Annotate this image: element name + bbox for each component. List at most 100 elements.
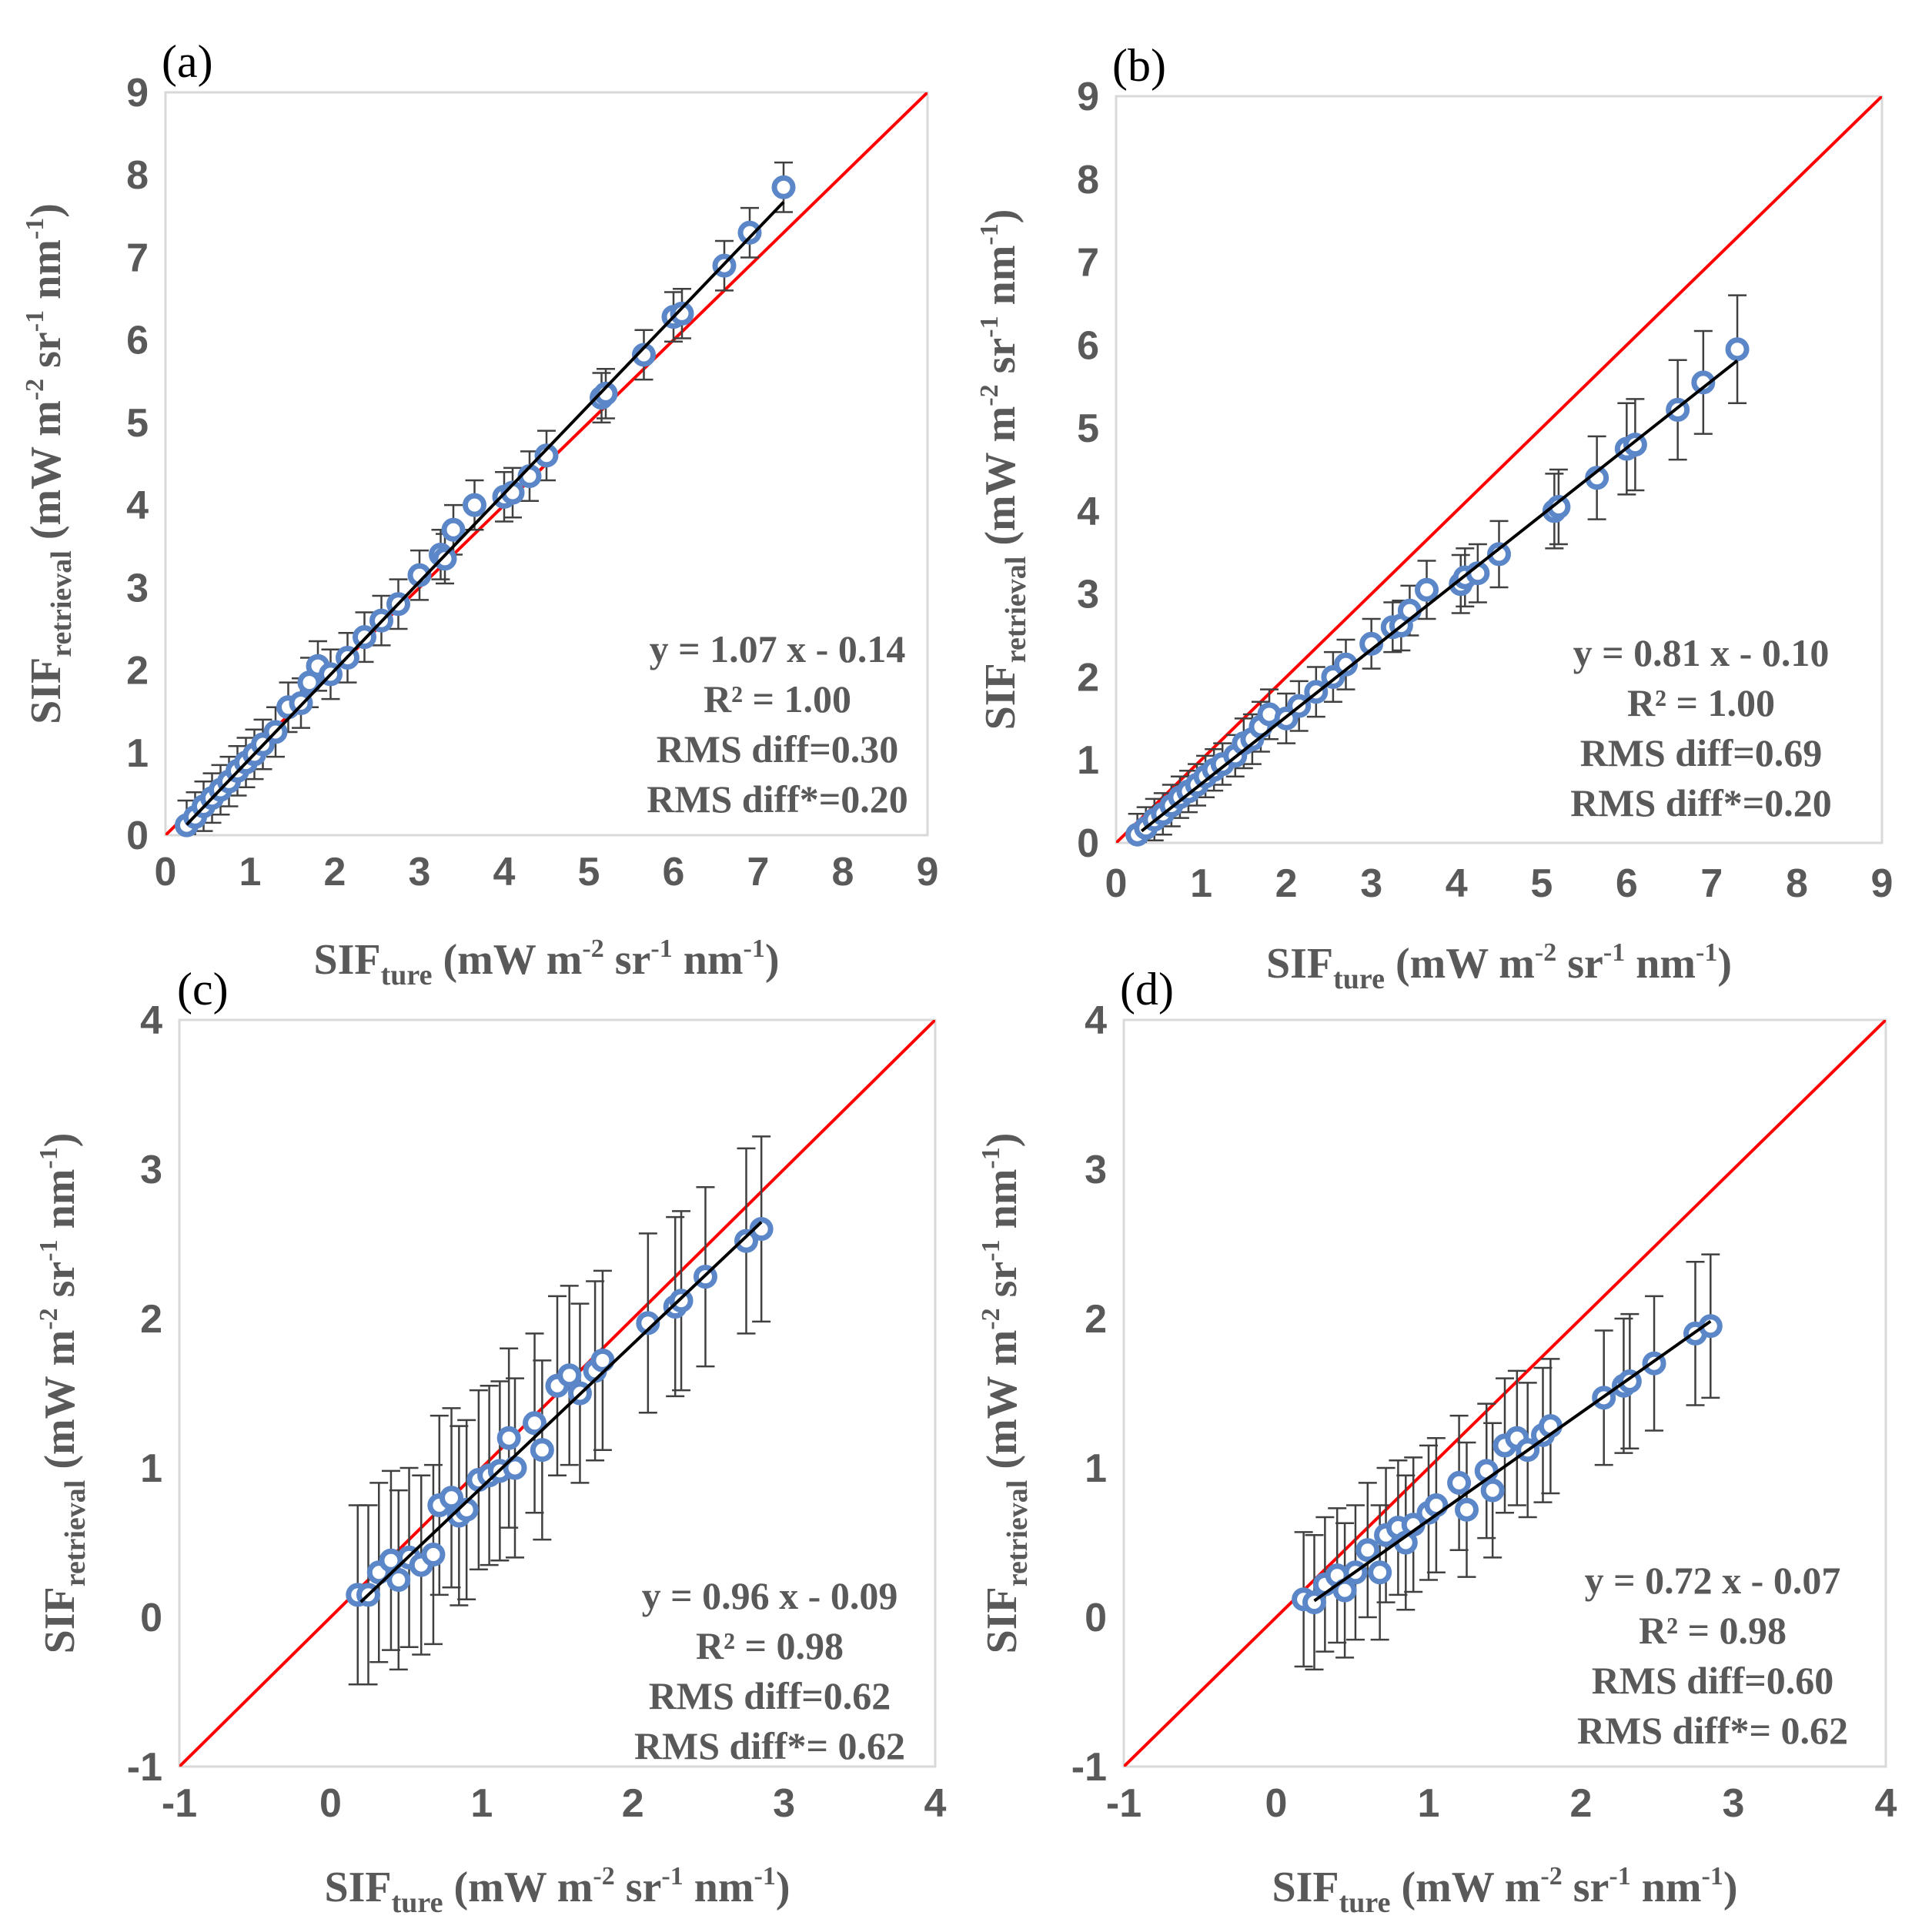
fit-line — [186, 201, 785, 826]
x-axis-title-sup3: -1 — [1702, 1862, 1723, 1891]
x-axis-title-sub: ture — [1333, 963, 1385, 995]
y-tick-label: 1 — [140, 1446, 162, 1491]
y-axis-title-units: (mW m — [22, 400, 70, 550]
x-axis-title: SIFture (mW m-2 sr-1 nm-1) — [313, 934, 779, 991]
data-point — [590, 1348, 615, 1372]
data-point — [593, 381, 618, 406]
y-axis-title-sup1: -2 — [35, 1308, 63, 1329]
regression-annotation: RMS diff=0.60 — [1592, 1659, 1834, 1702]
x-axis-title-mid2: nm — [1625, 940, 1696, 988]
x-tick-label: 4 — [924, 1781, 947, 1826]
y-tick-label: 0 — [126, 814, 149, 858]
y-tick-label: -1 — [1071, 1745, 1107, 1790]
y-tick-label: 7 — [1077, 241, 1099, 286]
x-axis-title-sup1: -2 — [582, 934, 603, 963]
x-axis-title-mid2: nm — [673, 936, 744, 984]
data-point — [737, 220, 762, 245]
panel-c: -1 0 1 2 3 4 -1 0 1 2 3 4 (c) y = 0.96 x - 0.09 R² = 0… — [35, 964, 947, 1919]
x-axis-title-units: (mW m — [1385, 940, 1535, 988]
y-axis-title-sup3: -1 — [21, 218, 49, 239]
data-point — [1368, 1560, 1392, 1585]
x-tick-label: 2 — [1275, 861, 1298, 906]
panel-b: 0 1 2 3 4 5 6 7 8 9 0 1 2 3 4 5 6 7 8 9 (b) y = 0.81 x - 0.10… — [975, 40, 1893, 995]
data-point — [433, 547, 457, 571]
data-point — [670, 301, 694, 326]
regression-annotation: R² = 1.00 — [1627, 681, 1775, 724]
x-tick-label: 2 — [1570, 1781, 1593, 1826]
x-tick-label: 6 — [1616, 861, 1638, 906]
y-tick-label: 6 — [126, 319, 149, 363]
y-axis-title-mid1: sr — [22, 332, 70, 379]
y-axis-title-units: (mW m — [36, 1330, 84, 1480]
data-point — [407, 563, 432, 587]
y-tick-label: 1 — [1085, 1446, 1107, 1491]
y-tick-label: 8 — [126, 153, 149, 198]
regression-annotation: RMS diff=0.30 — [657, 727, 899, 771]
x-axis-title-end: ) — [1723, 1864, 1738, 1911]
data-point — [636, 1311, 660, 1336]
x-tick-label: 9 — [1871, 861, 1894, 906]
x-tick-label: 2 — [622, 1781, 644, 1826]
y-tick-label: 3 — [126, 566, 149, 610]
x-axis-title-sup1: -2 — [593, 1862, 614, 1891]
regression-annotation: RMS diff*= 0.62 — [1577, 1709, 1848, 1752]
y-axis-title-mid1: sr — [978, 1262, 1026, 1309]
data-point — [523, 1411, 547, 1436]
x-tick-label: 1 — [470, 1781, 493, 1826]
panel-d: -1 0 1 2 3 4 -1 0 1 2 3 4 (d) y = 0.72 x - 0.07 R² = 0… — [977, 964, 1897, 1919]
data-point — [1474, 1459, 1499, 1483]
panel-label: (c) — [177, 964, 229, 1015]
data-point — [669, 1289, 694, 1313]
y-tick-label: 0 — [140, 1596, 162, 1640]
x-axis-title-end: ) — [1717, 940, 1732, 988]
data-point — [1447, 1470, 1472, 1495]
data-point — [1415, 577, 1439, 602]
y-axis-title-mid1: sr — [36, 1262, 84, 1309]
y-axis-title-sub: retrieval — [1000, 557, 1032, 664]
data-point — [1480, 1478, 1505, 1503]
x-axis-title-sub: ture — [392, 1887, 443, 1919]
plot-frame — [164, 91, 929, 837]
y-axis-title-sup3: -1 — [975, 223, 1004, 245]
y-axis-title-sup1: -2 — [21, 379, 49, 400]
y-axis-title-end: ) — [36, 1133, 84, 1148]
x-tick-label: -1 — [1106, 1781, 1141, 1826]
regression-annotation: RMS diff*=0.20 — [647, 777, 908, 821]
x-axis-title-main: SIF — [324, 1864, 391, 1911]
x-axis-title-sub: ture — [1339, 1887, 1391, 1919]
x-tick-label: 4 — [493, 850, 516, 894]
y-tick-label: 1 — [1077, 738, 1099, 783]
y-tick-label: 0 — [1077, 821, 1099, 866]
x-axis-title: SIFture (mW m-2 sr-1 nm-1) — [1266, 938, 1732, 995]
fit-line — [359, 1221, 763, 1603]
data-point — [771, 175, 796, 199]
x-tick-label: -1 — [162, 1781, 197, 1826]
data-point — [1455, 1497, 1479, 1522]
x-axis-title-sup1: -2 — [1535, 938, 1556, 967]
y-axis-title-end: ) — [22, 203, 70, 218]
regression-annotation: RMS diff*=0.20 — [1570, 781, 1832, 824]
y-axis-title-sub: retrieval — [45, 550, 78, 657]
regression-annotation: R² = 0.98 — [1639, 1609, 1787, 1652]
data-point — [530, 1438, 554, 1463]
x-axis-title-mid1: sr — [1556, 940, 1603, 988]
data-point — [557, 1363, 582, 1388]
x-axis-title: SIFture (mW m-2 sr-1 nm-1) — [324, 1862, 790, 1919]
data-point — [534, 443, 559, 468]
plot-frame — [178, 1018, 937, 1768]
x-tick-label: 7 — [747, 850, 770, 894]
x-tick-label: 5 — [1530, 861, 1553, 906]
y-axis-title-mid2: nm — [22, 239, 70, 310]
data-points — [1125, 337, 1750, 847]
y-axis-title: SIFretrieval (mW m-2 sr-1 nm-1) — [975, 209, 1032, 730]
x-tick-label: 3 — [1360, 861, 1382, 906]
data-point — [1397, 598, 1422, 623]
regression-annotation: y = 0.81 x - 0.10 — [1573, 631, 1830, 674]
regression-annotation: y = 0.72 x - 0.07 — [1585, 1559, 1841, 1602]
data-point — [1623, 433, 1647, 457]
x-axis-title-sup3: -1 — [744, 934, 765, 963]
y-axis-title-sup2: -1 — [21, 310, 49, 332]
data-point — [386, 1568, 411, 1592]
y-axis-title-units: (mW m — [977, 406, 1024, 557]
